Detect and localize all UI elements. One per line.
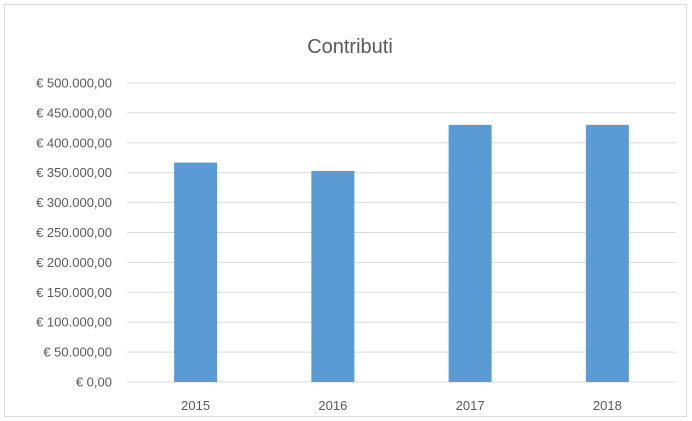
chart-title: Contributi [307,36,393,58]
x-tick-label: 2015 [181,398,210,413]
y-tick-label: € 0,00 [76,375,112,390]
y-axis: € 0,00 € 50.000,00 € 100.000,00 € 150.000,0… [36,76,112,390]
y-tick-label: € 400.000,00 [36,135,112,150]
bar-2018 [585,124,629,383]
y-tick-label: € 250.000,00 [36,225,112,240]
y-tick-label: € 300.000,00 [36,195,112,210]
y-tick-label: € 450.000,00 [36,105,112,120]
y-tick-label: € 200.000,00 [36,255,112,270]
bar-2015 [174,162,218,382]
bar-2017 [448,124,492,383]
y-tick-label: € 500.000,00 [36,76,112,91]
x-axis: 2015 2016 2017 2018 [181,398,622,413]
y-tick-label: € 150.000,00 [36,285,112,300]
y-tick-label: € 50.000,00 [43,345,112,360]
y-tick-label: € 100.000,00 [36,315,112,330]
x-tick-label: 2017 [456,398,485,413]
grid-layer [127,82,676,383]
bars-layer [174,124,629,383]
x-tick-label: 2018 [593,398,622,413]
x-tick-label: 2016 [318,398,347,413]
y-tick-label: € 350.000,00 [36,165,112,180]
bar-2016 [311,170,355,382]
